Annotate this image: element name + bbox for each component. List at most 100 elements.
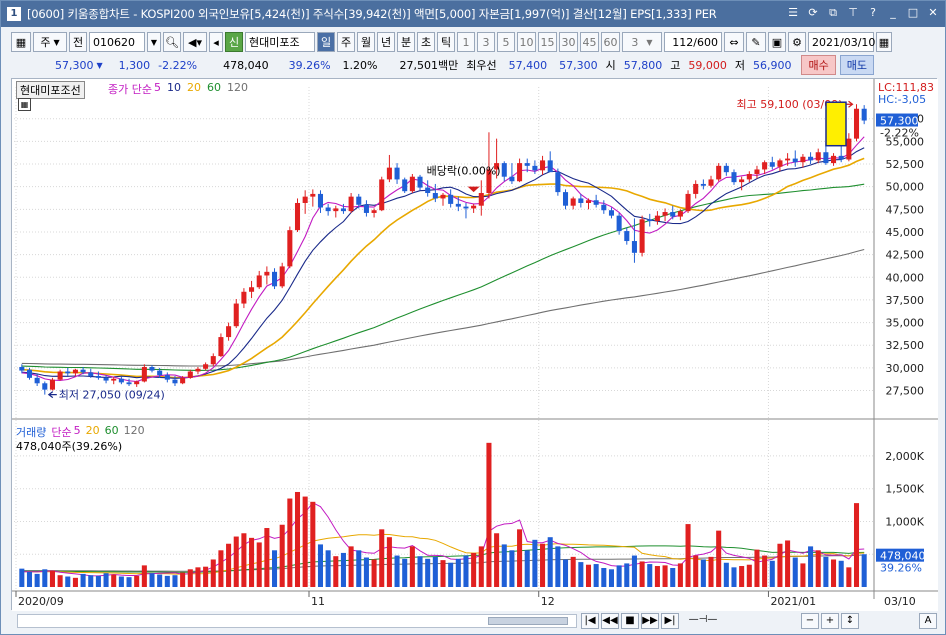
candle-body [356,196,362,205]
interval-year[interactable]: 년 [377,32,395,52]
link-icon[interactable]: ⟳ [808,6,818,19]
nav-last-button[interactable]: ▶| [661,613,679,629]
volume-bar [111,574,117,587]
calendar-icon[interactable]: ▦ [876,32,892,52]
interval-second[interactable]: 초 [417,32,435,52]
ask-value: 57,400 [508,58,548,72]
candle-body [708,179,714,186]
close-icon[interactable]: ✕ [928,6,938,19]
nav-prev-button[interactable]: ◀◀ [601,613,619,629]
zoom-in-button[interactable]: + [821,613,839,629]
volume-bar [310,501,316,587]
pin-icon[interactable]: ⊤ [848,6,858,19]
copy-icon[interactable]: ⧉ [829,6,837,19]
prev-button[interactable]: 전 [69,32,87,52]
candle-body [540,160,546,171]
nav-stop-button[interactable]: ■ [621,613,639,629]
ma120-line [21,248,865,367]
nav-next-button[interactable]: ▶▶ [641,613,659,629]
code-dropdown-button[interactable]: ▼ [147,32,161,52]
volume-bar [72,577,78,587]
draw-tool-icon[interactable]: ✎ [746,32,766,52]
volume-bar [80,573,86,587]
candle-body [762,162,768,170]
volume-bar [141,565,147,587]
num-5[interactable]: 5 [497,32,515,52]
text-size-button[interactable]: A [919,613,937,629]
interval-day[interactable]: 일 [317,32,335,52]
num-10[interactable]: 10 [517,32,536,52]
volume-bar [677,563,683,587]
candle-body [593,200,599,205]
num-3[interactable]: 3 [477,32,495,52]
candle-body [26,369,33,378]
ma-legend-prefix: 종가 단순 [108,83,152,96]
time-tick-label: 2021/01 [770,595,816,608]
candle-body [624,231,630,242]
vol-legend-20: 20 [85,424,100,437]
interval-tick[interactable]: 틱 [437,32,455,52]
chart-svg[interactable]: 57,50055,00052,50050,00047,50045,00042,5… [12,79,938,611]
candle-body [509,176,515,182]
scroll-track[interactable] [17,614,577,628]
code-input[interactable]: 010620 [89,32,145,52]
sell-button[interactable]: 매도 [839,55,874,75]
fit-button[interactable]: ↕ [841,613,859,629]
interval-month[interactable]: 월 [357,32,375,52]
num-30[interactable]: 30 [559,32,578,52]
date-field[interactable]: 2021/03/10 [808,32,875,52]
calculator-icon[interactable]: ▦ [18,98,31,111]
candle-body [731,172,737,183]
count-select-value: 3 [631,35,639,49]
num-15[interactable]: 15 [538,32,557,52]
period-select[interactable]: 주 ▼ [33,32,67,52]
candle-body [187,371,193,378]
volume-bar [432,556,438,587]
volume-bar [494,533,500,587]
volume-bar [777,543,783,587]
candle-body [517,163,523,182]
expand-icon[interactable]: ⇔ [724,32,744,52]
num-45[interactable]: 45 [580,32,599,52]
scroll-thumb[interactable] [488,617,568,625]
low-value: 56,900 [752,58,792,72]
num-60[interactable]: 60 [601,32,620,52]
minimize-icon[interactable]: _ [890,6,896,19]
volume-bar [394,555,400,587]
candle-body [700,183,706,186]
search-icon[interactable]: 🔍︎ [163,32,181,52]
num-1[interactable]: 1 [457,32,475,52]
volume-bar [95,575,101,587]
grid-icon[interactable]: ▦ [11,32,31,52]
save-icon[interactable]: ▣ [768,32,786,52]
maximize-icon[interactable]: □ [907,6,919,19]
back-icon[interactable]: ◂ [209,32,223,52]
buy-button[interactable]: 매수 [801,55,836,75]
nav-first-button[interactable]: |◀ [581,613,599,629]
zoom-out-button[interactable]: − [801,613,819,629]
speaker-icon[interactable]: ◀▾ [183,32,207,52]
chart-area[interactable]: 57,50055,00052,50050,00047,50045,00042,5… [11,78,938,611]
candle-body [111,378,117,381]
interval-week[interactable]: 주 [337,32,355,52]
zoom-slider-icon[interactable]: —⊣— [688,614,718,625]
list-icon[interactable]: ☰ [788,6,798,19]
ma-legend: 종가 단순 5 10 20 60 120 [108,81,248,97]
settings-icon[interactable]: ⚙ [788,32,806,52]
current-volume-pct-tag: 39.26% [880,562,922,575]
candle-body [264,271,270,276]
new-button[interactable]: 신 [225,32,243,52]
interval-minute[interactable]: 분 [397,32,415,52]
volume-bar [126,577,132,587]
volume-bar [746,564,752,587]
current-pct-tag: -2.22% [880,127,919,140]
stock-tag[interactable]: 현대미포조선 [16,81,85,99]
help-icon[interactable]: ? [870,6,876,19]
window-title: [0600] 키움종합차트 - KOSPI200 외국인보유[5,424(천)]… [27,7,717,21]
volume-bar [149,573,155,587]
volume-bar [233,536,239,587]
volume-bar [386,537,392,587]
highlight-box [825,101,847,147]
candle-body [417,176,423,188]
count-select[interactable]: 3 ▼ [622,32,662,52]
